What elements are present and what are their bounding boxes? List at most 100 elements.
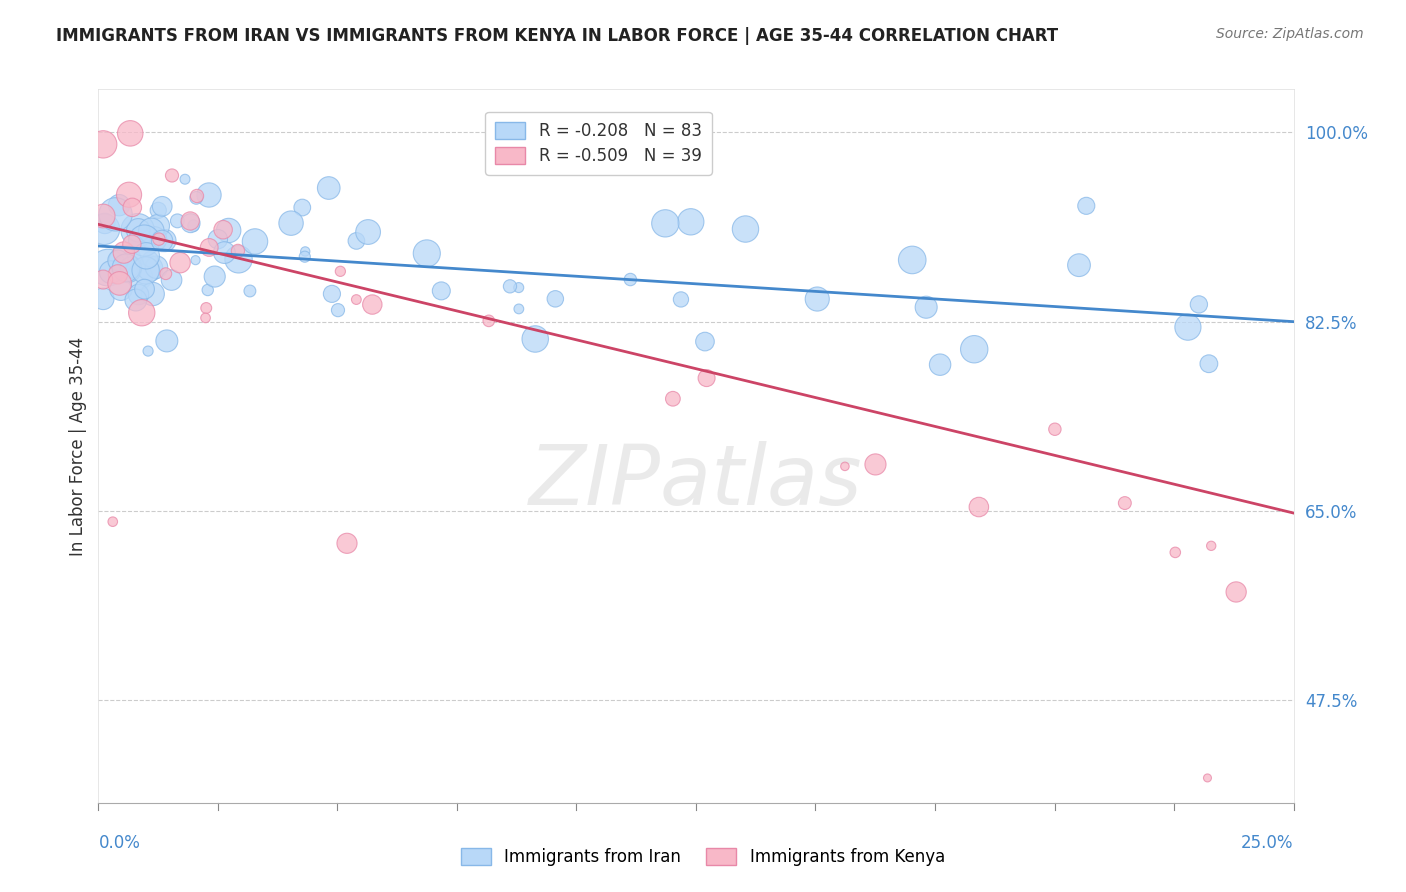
Point [929, 358, 952, 372]
Point [145, 260, 167, 275]
Point [321, 286, 343, 301]
Point [135, 249, 157, 263]
Point [117, 261, 139, 276]
Point [1197, 771, 1219, 785]
Point [1076, 199, 1098, 213]
Point [198, 188, 221, 202]
Point [1225, 585, 1247, 599]
Point [294, 250, 316, 264]
Point [336, 536, 359, 550]
Point [662, 392, 685, 406]
Point [1114, 496, 1136, 510]
Point [153, 234, 176, 248]
Point [212, 223, 235, 237]
Point [1188, 297, 1211, 311]
Point [1043, 422, 1066, 436]
Point [108, 277, 131, 291]
Point [194, 310, 217, 325]
Point [148, 232, 170, 246]
Point [344, 234, 367, 248]
Point [114, 255, 136, 269]
Point [156, 334, 179, 348]
Point [669, 293, 692, 307]
Point [499, 279, 522, 293]
Point [121, 200, 143, 214]
Point [1067, 258, 1090, 272]
Point [291, 201, 314, 215]
Point [121, 237, 143, 252]
Point [696, 371, 718, 385]
Point [967, 500, 990, 514]
Point [136, 344, 159, 359]
Point [280, 216, 302, 230]
Point [180, 216, 202, 230]
Point [104, 207, 127, 221]
Point [150, 199, 173, 213]
Text: 25.0%: 25.0% [1241, 834, 1294, 852]
Point [218, 223, 240, 237]
Point [214, 245, 236, 260]
Point [91, 272, 114, 286]
Point [169, 255, 191, 269]
Point [239, 284, 262, 298]
Point [326, 303, 349, 318]
Point [120, 260, 142, 275]
Point [619, 272, 641, 286]
Point [357, 225, 380, 239]
Point [128, 269, 150, 284]
Point [125, 293, 148, 307]
Point [865, 458, 887, 472]
Text: ZIPatlas: ZIPatlas [529, 442, 863, 522]
Point [963, 343, 986, 357]
Point [1177, 320, 1199, 334]
Point [101, 515, 124, 529]
Point [508, 301, 530, 316]
Point [131, 306, 153, 320]
Point [226, 244, 249, 258]
Point [148, 203, 170, 218]
Point [143, 232, 166, 246]
Legend: Immigrants from Iran, Immigrants from Kenya: Immigrants from Iran, Immigrants from Ke… [453, 840, 953, 875]
Point [139, 261, 162, 276]
Point [174, 172, 197, 186]
Point [142, 287, 165, 301]
Point [150, 234, 173, 248]
Point [139, 252, 162, 267]
Point [91, 137, 114, 152]
Point [112, 245, 135, 260]
Point [91, 209, 114, 223]
Point [128, 287, 150, 301]
Point [186, 189, 208, 203]
Legend: R = -0.208   N = 83, R = -0.509   N = 39: R = -0.208 N = 83, R = -0.509 N = 39 [485, 112, 711, 175]
Point [160, 169, 183, 183]
Point [806, 292, 828, 306]
Point [110, 282, 132, 296]
Point [544, 292, 567, 306]
Y-axis label: In Labor Force | Age 35-44: In Labor Force | Age 35-44 [69, 336, 87, 556]
Point [901, 252, 924, 267]
Point [204, 269, 226, 284]
Point [318, 181, 340, 195]
Point [294, 244, 316, 259]
Point [155, 267, 177, 281]
Point [141, 224, 163, 238]
Point [654, 216, 676, 230]
Point [734, 222, 756, 236]
Text: IMMIGRANTS FROM IRAN VS IMMIGRANTS FROM KENYA IN LABOR FORCE | AGE 35-44 CORRELA: IMMIGRANTS FROM IRAN VS IMMIGRANTS FROM … [56, 27, 1059, 45]
Point [94, 216, 117, 230]
Point [127, 223, 149, 237]
Point [329, 264, 352, 278]
Point [134, 282, 156, 296]
Point [915, 300, 938, 314]
Point [478, 314, 501, 328]
Point [361, 297, 384, 311]
Text: 0.0%: 0.0% [98, 834, 141, 852]
Point [120, 127, 142, 141]
Point [508, 280, 530, 294]
Point [228, 252, 250, 267]
Point [146, 219, 169, 233]
Point [107, 268, 129, 282]
Point [344, 293, 367, 307]
Point [693, 334, 716, 349]
Point [207, 232, 229, 246]
